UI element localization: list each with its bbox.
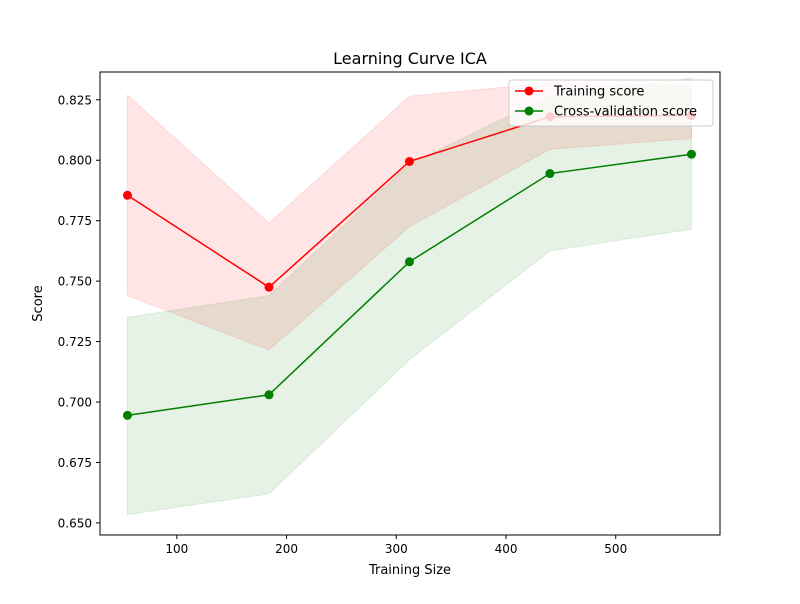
point-cross-validation-score <box>545 169 555 179</box>
point-cross-validation-score <box>122 410 132 420</box>
y-tick-label: 0.675 <box>58 456 92 470</box>
x-tick-label: 100 <box>165 542 188 556</box>
legend-label-cross-validation: Cross-validation score <box>554 105 697 120</box>
point-training-score <box>264 282 274 292</box>
legend-box <box>508 79 714 127</box>
point-cross-validation-score <box>686 149 696 159</box>
y-tick-label: 0.725 <box>58 335 92 349</box>
y-tick-label: 0.775 <box>58 214 92 228</box>
x-tick-label: 500 <box>604 542 627 556</box>
legend-marker-training <box>524 86 534 96</box>
x-axis: 100 200 300 400 500 <box>165 535 627 556</box>
y-tick-label: 0.800 <box>58 154 92 168</box>
y-tick-label: 0.825 <box>58 93 92 107</box>
chart-title: Learning Curve ICA <box>333 49 487 68</box>
legend-label-training: Training score <box>553 85 644 100</box>
plot-area <box>100 72 720 535</box>
point-training-score <box>122 190 132 200</box>
band-cross-validation-score <box>126 77 692 516</box>
point-training-score <box>404 156 414 166</box>
y-tick-label: 0.650 <box>58 516 92 530</box>
plot-background <box>100 72 720 535</box>
axes-frame <box>99 71 721 536</box>
legend: Training score Cross-validation score <box>508 79 714 127</box>
y-axis-label: Score <box>31 285 46 321</box>
y-tick-label: 0.750 <box>58 275 92 289</box>
x-tick-label: 200 <box>275 542 298 556</box>
y-axis: 0.650 0.675 0.700 0.725 0.750 0.775 0.800 0.825 <box>58 93 100 530</box>
legend-marker-cross-validation <box>524 106 534 116</box>
point-cross-validation-score <box>404 257 414 267</box>
x-tick-label: 400 <box>495 542 518 556</box>
point-cross-validation-score <box>264 390 274 400</box>
x-tick-label: 300 <box>385 542 408 556</box>
y-tick-label: 0.700 <box>58 396 92 410</box>
x-axis-label: Training Size <box>368 563 451 578</box>
